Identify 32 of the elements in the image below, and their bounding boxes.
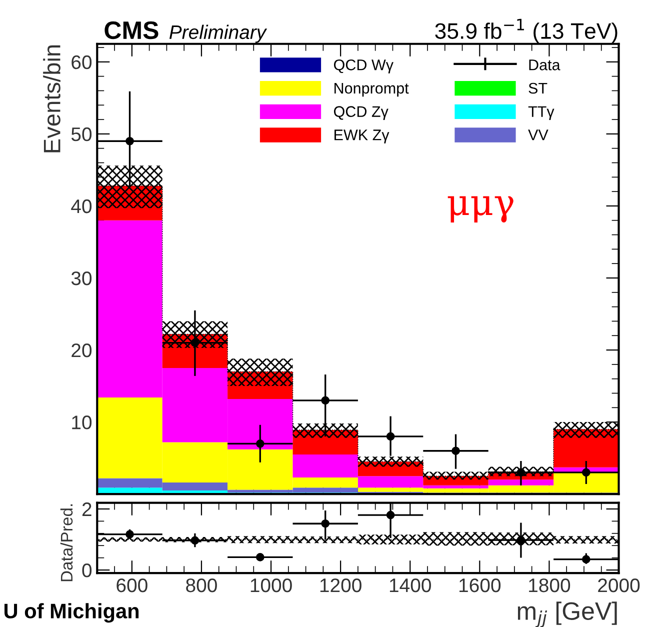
legend-label: EWK Zγ <box>334 130 390 144</box>
legend-label: Nonprompt <box>334 82 409 97</box>
y-axis-title: Data/Pred. <box>60 504 73 582</box>
x-tick-label: 1600 <box>460 578 501 592</box>
legend-label: Data <box>529 60 560 70</box>
text: U of Michigan <box>4 603 139 623</box>
text: 35.9 fb$^{−1}$ (13 TeV) <box>435 18 618 44</box>
legend-label: QCD Zγ <box>334 106 388 120</box>
y-axis-title: Events/bin <box>43 45 60 152</box>
legend-label: VV <box>528 130 548 140</box>
y-tick-label: 50 <box>71 127 92 142</box>
x-tick-label: 1200 <box>320 578 362 592</box>
x-tick-label: 1800 <box>529 578 570 592</box>
y-tick-label: 60 <box>72 55 92 70</box>
y-tick-label: 2 <box>82 502 92 516</box>
y-tick-label: 10 <box>72 416 92 430</box>
legend-label: QCD Wγ <box>334 60 394 74</box>
y-tick-label: 40 <box>71 199 92 214</box>
y-tick-label: 0 <box>82 563 92 578</box>
x-tick-label: 800 <box>186 578 217 592</box>
chart-subtitle: Preliminary <box>169 24 268 43</box>
x-tick-label: 2000 <box>598 578 640 592</box>
chart-title: CMS <box>104 21 158 40</box>
annotation: μμγ <box>448 196 514 223</box>
legend-label: TTγ <box>528 106 554 120</box>
y-tick-label: 20 <box>72 343 92 358</box>
legend-label: ST <box>528 82 548 94</box>
x-tick-label: 600 <box>116 578 148 592</box>
x-axis-title: m$_{jj}$ [GeV] <box>518 602 617 627</box>
y-tick-label: 30 <box>71 271 92 286</box>
x-tick-label: 1000 <box>250 578 292 592</box>
x-tick-label: 1400 <box>390 578 431 592</box>
